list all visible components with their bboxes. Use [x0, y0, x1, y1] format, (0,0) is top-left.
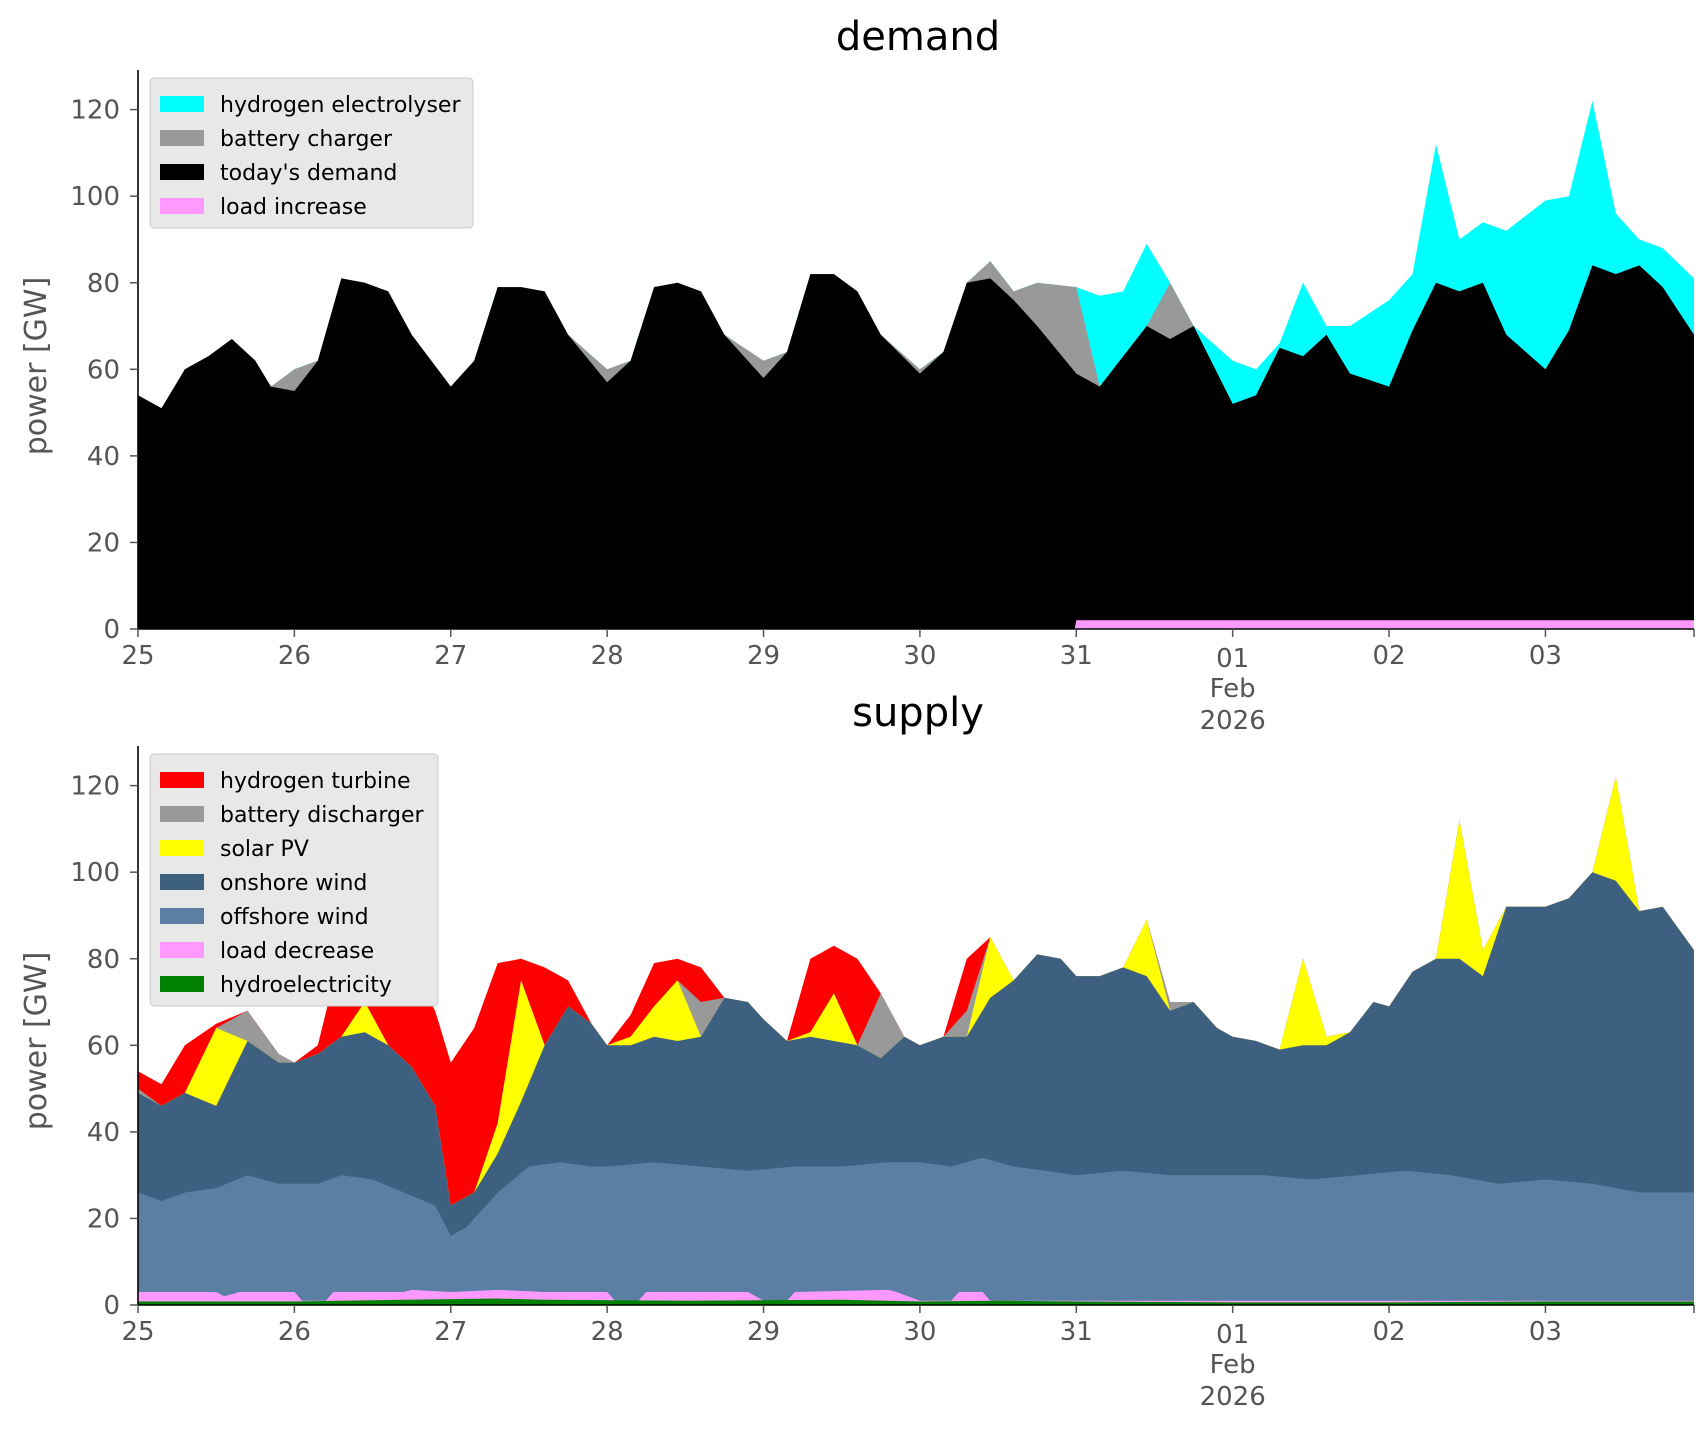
demand-y-tick-label: 120	[70, 96, 120, 126]
demand-y-axis-label: power [GW]	[19, 277, 54, 456]
demand-title: demand	[836, 14, 1000, 60]
legend-label-hydrogen-electrolyser: hydrogen electrolyser	[220, 93, 461, 118]
demand-x-tick-label: 25	[121, 641, 154, 671]
legend-swatch-battery-discharger	[160, 806, 204, 822]
legend-label-onshore-wind: onshore wind	[220, 871, 367, 896]
demand-y-tick-label: 0	[103, 615, 120, 645]
demand-x-tick-label: 28	[591, 641, 624, 671]
legend-swatch-solar-pv	[160, 840, 204, 856]
demand-legend: hydrogen electrolyser battery charger toda…	[149, 77, 474, 229]
legend-label-today-s-demand: today's demand	[220, 161, 397, 186]
legend-label-hydroelectricity: hydroelectricity	[220, 973, 392, 998]
legend-label-solar-pv: solar PV	[220, 837, 309, 862]
demand-x-tick-label: 30	[903, 641, 936, 671]
supply-plot-area: 0 20 40 60 80 100 120 25 26 27 28 29 30 31 01 02 03 Feb20…	[70, 746, 1695, 1412]
legend-label-load-decrease: load decrease	[220, 939, 374, 964]
supply-area-offshore-wind	[138, 1157, 1694, 1305]
demand-area-today-s-demand	[138, 265, 1694, 629]
supply-x-tick-label: 27	[434, 1317, 467, 1347]
legend-label-battery-charger: battery charger	[220, 127, 393, 152]
demand-x-tick-label: 26	[278, 641, 311, 671]
legend-swatch-onshore-wind	[160, 874, 204, 890]
demand-y-tick-label: 80	[87, 269, 120, 299]
demand-y-tick-label: 20	[87, 528, 120, 558]
demand-y-tick-label: 100	[70, 182, 120, 212]
legend-label-offshore-wind: offshore wind	[220, 905, 369, 930]
legend-swatch-hydroelectricity	[160, 976, 204, 992]
legend-swatch-load-decrease	[160, 942, 204, 958]
demand-x-tick-label: 27	[434, 641, 467, 671]
supply-x-tick-label: 02	[1373, 1317, 1406, 1347]
legend-label-hydrogen-turbine: hydrogen turbine	[220, 769, 411, 794]
supply-x-tick-label: 29	[747, 1317, 780, 1347]
demand-x-tick-label: 29	[747, 641, 780, 671]
supply-legend-box	[149, 753, 439, 1007]
supply-y-axis-label: power [GW]	[19, 952, 54, 1131]
demand-x-month-label: Feb	[1210, 674, 1256, 704]
supply-x-tick-label: 01	[1216, 1320, 1249, 1350]
legend-swatch-offshore-wind	[160, 908, 204, 924]
supply-y-tick-label: 120	[70, 772, 120, 802]
legend-swatch-today-s-demand	[160, 164, 204, 180]
legend-label-load-increase: load increase	[220, 195, 367, 220]
supply-legend: hydrogen turbine battery discharger solar …	[149, 753, 439, 1007]
legend-swatch-hydrogen-electrolyser	[160, 96, 204, 112]
demand-x-tick-label: 01	[1216, 644, 1249, 674]
legend-swatch-battery-charger	[160, 130, 204, 146]
demand-panel: demand 0 20 40 60 80 100 120 25 26 27 28 29 30 31 01 02…	[19, 14, 1695, 736]
legend-swatch-hydrogen-turbine	[160, 772, 204, 788]
supply-x-tick-label: 30	[903, 1317, 936, 1347]
supply-title: supply	[852, 690, 984, 736]
supply-x-year-label: 2026	[1200, 1382, 1266, 1412]
supply-x-tick-label: 25	[121, 1317, 154, 1347]
supply-x-tick-label: 28	[591, 1317, 624, 1347]
supply-x-tick-label: 03	[1529, 1317, 1562, 1347]
supply-y-tick-label: 100	[70, 858, 120, 888]
legend-label-battery-discharger: battery discharger	[220, 803, 425, 828]
demand-x-year-label: 2026	[1200, 706, 1266, 736]
supply-y-tick-label: 20	[87, 1204, 120, 1234]
supply-y-tick-label: 0	[103, 1291, 120, 1321]
supply-y-tick-label: 80	[87, 945, 120, 975]
supply-x-tick-label: 26	[278, 1317, 311, 1347]
supply-y-tick-label: 40	[87, 1118, 120, 1148]
supply-y-tick-label: 60	[87, 1031, 120, 1061]
demand-plot-area: 0 20 40 60 80 100 120 25 26 27 28 29 30 31 01 02 03 Feb20…	[70, 70, 1695, 736]
demand-x-tick-label: 02	[1373, 641, 1406, 671]
demand-area-load-increase	[138, 620, 1694, 629]
demand-legend-box	[149, 77, 474, 229]
legend-swatch-load-increase	[160, 198, 204, 214]
demand-x-tick-label: 31	[1060, 641, 1093, 671]
supply-area-hydroelectricity	[138, 1298, 1694, 1305]
supply-panel: supply 0 20 40 60 80 100 120 25 26 27 28 29 30 31 01 02…	[19, 690, 1695, 1412]
demand-y-tick-label: 60	[87, 355, 120, 385]
demand-x-tick-label: 03	[1529, 641, 1562, 671]
supply-x-tick-label: 31	[1060, 1317, 1093, 1347]
supply-x-month-label: Feb	[1210, 1350, 1256, 1380]
demand-y-tick-label: 40	[87, 442, 120, 472]
